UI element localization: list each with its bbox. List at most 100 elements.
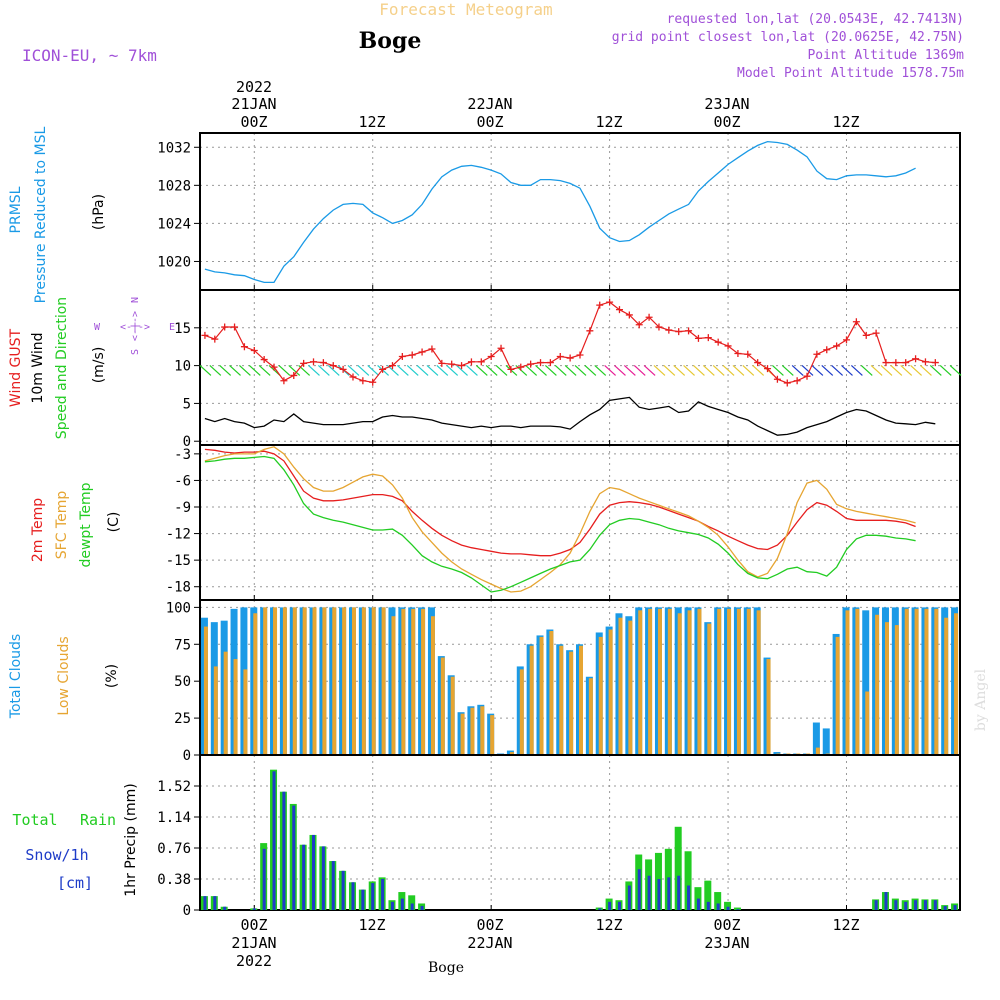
- tick-label-bottom-3: 00Z: [476, 916, 503, 934]
- tick-label-bottom-2: 12Z: [358, 916, 385, 934]
- wind-arrow-63: [821, 364, 834, 376]
- wind-arrow-65: [841, 364, 853, 376]
- wind-arrow-49: [683, 364, 695, 376]
- gust-marker-52: [714, 338, 722, 346]
- low-cloud-bar-70: [894, 625, 899, 755]
- wind-arrow-13: [327, 364, 340, 376]
- snow-precip-bar-48: [677, 875, 681, 910]
- wind-arrow-71: [900, 364, 913, 376]
- total-precip-bar-54: [733, 907, 741, 910]
- snow-precip-bar-43: [627, 885, 631, 910]
- gust-marker-45: [645, 313, 653, 321]
- year-label-bottom: 2022: [236, 952, 272, 970]
- wind-arrow-3: [229, 364, 241, 376]
- wind-ytick-label-3: 15: [174, 321, 191, 337]
- snow-precip-bar-22: [420, 905, 424, 910]
- low-cloud-bar-7: [273, 607, 278, 755]
- snow-precip-bar-8: [282, 791, 286, 910]
- gust-marker-39: [586, 327, 594, 335]
- total-precip-bar-49: [684, 851, 692, 910]
- total-precip-bar-52: [714, 892, 722, 910]
- tick-label-bottom-5: 00Z: [713, 916, 740, 934]
- gust-marker-22: [418, 348, 426, 356]
- wind-arrow-50: [693, 364, 705, 376]
- gust-marker-73: [921, 358, 929, 366]
- wind-arrow-61: [801, 364, 814, 376]
- gust-marker-37: [566, 354, 574, 362]
- low-cloud-bar-0: [203, 626, 208, 755]
- snow-precip-bar-15: [351, 882, 355, 910]
- forecast-title: Forecast Meteogram: [379, 0, 552, 19]
- wind-arrow-27: [466, 364, 478, 376]
- pressure-unit: (hPa): [91, 194, 107, 230]
- low-cloud-bar-14: [342, 607, 347, 755]
- total-cloud-bar-62: [812, 722, 820, 755]
- wind-arrow-54: [732, 364, 745, 376]
- precip-ytick-label-4: 1.52: [157, 779, 191, 795]
- total-precip-bar-48: [674, 826, 682, 910]
- gust-marker-64: [833, 342, 841, 350]
- low-cloud-bar-53: [727, 608, 732, 755]
- snow-precip-bar-75: [943, 905, 947, 910]
- temperature-ytick-label-5: -18: [166, 580, 191, 596]
- compass-arrows-vertical: <-|->: [130, 311, 141, 341]
- low-cloud-bar-8: [282, 607, 287, 755]
- low-cloud-bar-34: [539, 636, 544, 755]
- gust-marker-68: [872, 329, 880, 337]
- snow-precip-bar-12: [321, 846, 325, 910]
- wind-arrow-64: [831, 364, 844, 376]
- low-cloud-bar-52: [717, 608, 722, 755]
- snow-precip-bar-73: [923, 900, 927, 910]
- year-label-top: 2022: [236, 78, 272, 96]
- low-cloud-bar-16: [361, 607, 366, 755]
- gust-marker-51: [704, 334, 712, 342]
- snow-precip-bar-16: [361, 889, 365, 910]
- wind-arrow-44: [633, 364, 646, 376]
- low-cloud-bar-73: [924, 608, 929, 755]
- low-cloud-bar-76: [954, 613, 959, 755]
- snow-precip-bar-1: [213, 896, 217, 910]
- wind-arrow-59: [781, 364, 794, 376]
- low-cloud-bar-65: [845, 610, 850, 755]
- date-label-bottom-1: 21JAN: [231, 934, 276, 952]
- gust-marker-33: [527, 360, 535, 368]
- low-cloud-bar-35: [549, 631, 554, 755]
- wind-arrow-60: [791, 364, 804, 376]
- snow-precip-bar-47: [667, 877, 671, 910]
- low-cloud-bar-12: [322, 607, 327, 755]
- wind-10m-label: 10m Wind: [30, 332, 46, 403]
- gust-marker-71: [902, 359, 910, 367]
- wind-arrow-38: [574, 364, 587, 376]
- date-label-top-2: 22JAN: [467, 95, 512, 113]
- low-cloud-bar-38: [579, 645, 583, 755]
- precip-ytick-label-0: 0: [183, 903, 191, 919]
- gust-marker-10: [300, 359, 308, 367]
- low-cloud-bar-51: [707, 623, 712, 755]
- gust-marker-14: [339, 365, 347, 373]
- low-cloud-bar-22: [421, 608, 426, 755]
- low-cloud-bar-54: [736, 608, 741, 755]
- total-cloud-bar-67: [862, 610, 870, 755]
- snow-precip-bar-69: [884, 892, 888, 910]
- snow-precip-bar-2: [223, 906, 227, 910]
- gust-marker-24: [438, 359, 446, 367]
- low-cloud-bar-64: [835, 636, 840, 755]
- gust-marker-7: [270, 363, 278, 371]
- wind-arrow-42: [614, 364, 626, 376]
- gust-marker-40: [596, 301, 604, 309]
- temperature-ytick-label-1: -6: [174, 473, 191, 489]
- snow-precip-bar-72: [914, 900, 918, 910]
- snow-precip-bar-42: [617, 901, 621, 910]
- low-cloud-bar-21: [411, 608, 416, 755]
- low-cloud-bar-47: [667, 608, 672, 755]
- precip-snow-label: Snow/1h: [25, 846, 88, 864]
- snow-precip-bar-20: [400, 898, 404, 910]
- snow-precip-bar-14: [341, 870, 345, 910]
- clouds-ytick-label-0: 0: [183, 748, 191, 764]
- temperature-ytick-label-4: -15: [166, 553, 191, 569]
- low-cloud-bar-44: [638, 610, 643, 755]
- wind-arrow-4: [239, 364, 251, 376]
- temperature-ytick-label-0: -3: [174, 447, 191, 463]
- wind-arrow-21: [406, 364, 419, 376]
- wind-arrow-24: [436, 364, 449, 376]
